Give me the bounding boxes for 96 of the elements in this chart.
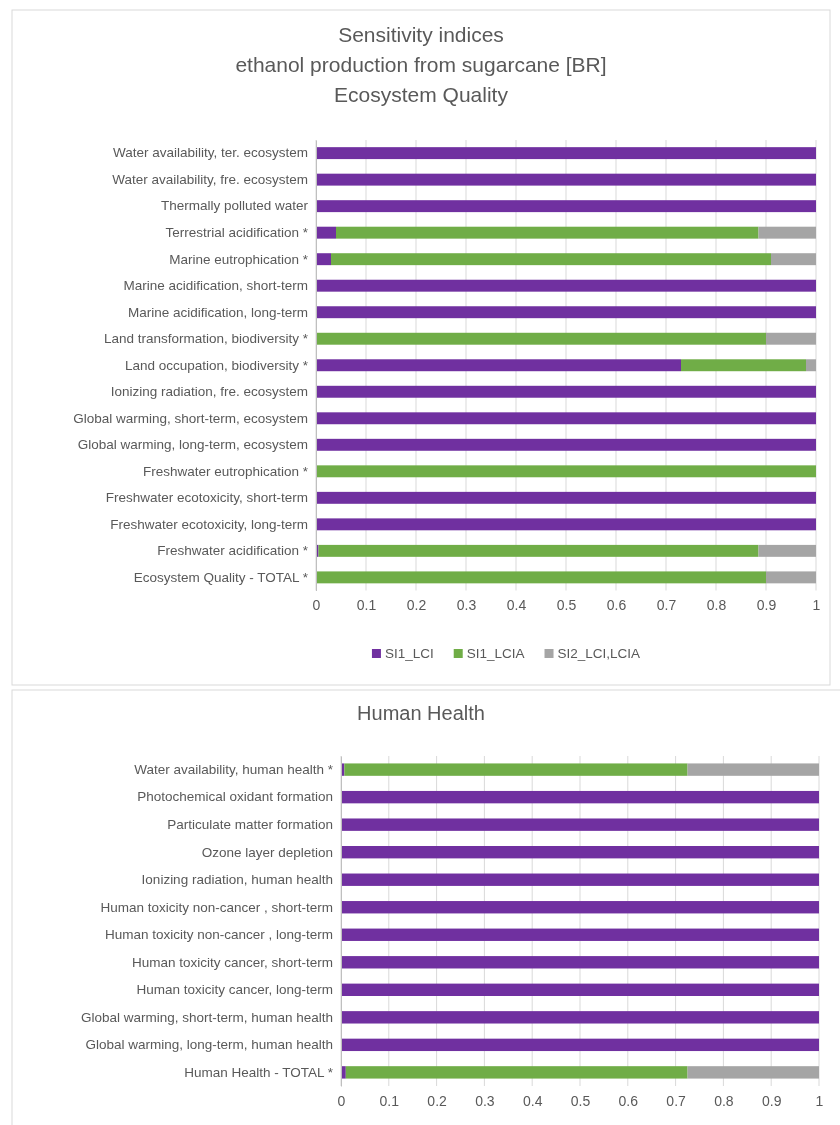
- y-tick-label: Land transformation, biodiversity *: [103, 331, 309, 347]
- y-tick-label: Marine acidification, short-term: [123, 278, 308, 294]
- bar: [341, 956, 819, 969]
- bar: [341, 1038, 819, 1052]
- x-tick-label: 0.4: [522, 1092, 543, 1109]
- y-tick-label: Human toxicity cancer, short-term: [131, 954, 333, 970]
- x-tick-label: 0.5: [556, 597, 577, 614]
- x-tick-label: 0.6: [606, 597, 627, 614]
- bar: [336, 226, 759, 239]
- y-tick-label: Marine eutrophication *: [169, 251, 309, 267]
- x-tick-label: 0.1: [356, 597, 377, 614]
- bar: [316, 147, 816, 160]
- bar: [331, 253, 771, 266]
- bar: [758, 544, 816, 557]
- bar: [341, 901, 819, 914]
- y-tick-label: Terrestrial acidification *: [165, 224, 309, 240]
- y-tick-label: Human toxicity non-cancer , short-term: [100, 899, 333, 915]
- x-tick-label: 0.6: [618, 1092, 639, 1109]
- y-tick-label: Global warming, short-term, human health: [80, 1009, 333, 1025]
- x-tick-label: 0.8: [706, 597, 727, 614]
- y-tick-label: Water availability, fre. ecosystem: [112, 171, 308, 187]
- y-tick-label: Freshwater ecotoxicity, long-term: [110, 516, 308, 532]
- bar: [766, 332, 816, 345]
- bar: [341, 790, 819, 804]
- y-tick-label: Ecosystem Quality - TOTAL *: [133, 569, 309, 585]
- bar: [316, 491, 816, 504]
- chart-title: Sensitivity indices ethanol production from sugarcane [BR] Ecosystem Quality: [235, 23, 607, 106]
- legend-label: SI1_LCI: [384, 646, 434, 661]
- bar: [758, 226, 816, 239]
- bar: [316, 226, 336, 239]
- bar: [344, 763, 688, 776]
- y-tick-label: Freshwater ecotoxicity, short-term: [105, 490, 308, 506]
- x-tick-label: 0.7: [656, 597, 677, 614]
- y-tick-label: Global warming, long-term, ecosystem: [77, 437, 308, 453]
- bar: [316, 438, 816, 451]
- bar: [341, 928, 819, 941]
- y-tick-label: Water availability, ter. ecosystem: [112, 145, 308, 161]
- bar: [766, 571, 816, 584]
- bar: [316, 200, 816, 213]
- y-tick-label: Ionizing radiation, human health: [141, 872, 333, 888]
- x-tick-label: 0.7: [666, 1092, 687, 1109]
- bar: [316, 571, 766, 584]
- x-tick-label: 0.1: [379, 1092, 400, 1109]
- bar: [316, 465, 816, 478]
- x-tick-label: 0: [312, 597, 321, 614]
- y-tick-label: Freshwater acidification *: [157, 543, 309, 559]
- bar: [341, 846, 819, 859]
- y-tick-label: Global warming, long-term, human health: [85, 1037, 333, 1053]
- x-tick-label: 0: [337, 1092, 346, 1109]
- y-tick-label: Ionizing radiation, fre. ecosystem: [110, 384, 308, 400]
- y-tick-label: Marine acidification, long-term: [127, 304, 308, 320]
- bar: [771, 253, 816, 266]
- bar: [316, 306, 816, 319]
- y-tick-label: Human toxicity cancer, long-term: [136, 982, 333, 998]
- x-tick-label: 0.3: [456, 597, 477, 614]
- bar: [341, 983, 819, 996]
- bar: [318, 544, 759, 557]
- y-tick-label: Particulate matter formation: [167, 816, 333, 832]
- y-tick-label: Ozone layer depletion: [201, 844, 333, 860]
- bar: [687, 763, 819, 776]
- bar: [316, 385, 816, 398]
- x-tick-label: 0.4: [506, 597, 527, 614]
- y-tick-label: Land occupation, biodiversity *: [124, 357, 309, 373]
- bar: [687, 1066, 819, 1079]
- bar: [341, 818, 819, 831]
- y-tick-label: Water availability, human health *: [134, 761, 334, 777]
- x-tick-label: 0.9: [761, 1092, 782, 1109]
- bar: [341, 1011, 819, 1024]
- x-tick-label: 0.2: [406, 597, 427, 614]
- bar: [316, 518, 816, 531]
- x-tick-label: 0.5: [570, 1092, 591, 1109]
- x-tick-label: 0.9: [756, 597, 777, 614]
- bar: [316, 332, 766, 345]
- bar: [316, 279, 816, 292]
- y-tick-label: Freshwater eutrophication *: [142, 463, 309, 479]
- y-tick-label: Human Health - TOTAL *: [184, 1064, 334, 1080]
- bar: [316, 412, 816, 425]
- bar: [316, 173, 816, 186]
- y-tick-label: Photochemical oxidant formation: [137, 789, 333, 805]
- bar: [681, 359, 806, 372]
- legend-label: SI1_LCIA: [466, 646, 525, 661]
- x-tick-label: 1: [815, 1092, 824, 1109]
- bar: [806, 359, 816, 372]
- bar: [345, 1066, 688, 1079]
- y-tick-label: Human toxicity non-cancer , long-term: [104, 927, 333, 943]
- legend-label: SI2_LCI,LCIA: [557, 646, 641, 661]
- x-tick-label: 0.2: [427, 1092, 448, 1109]
- bar: [316, 359, 681, 372]
- y-tick-label: Global warming, short-term, ecosystem: [73, 410, 308, 426]
- bar: [341, 873, 819, 886]
- chart-title: Human Health: [357, 702, 485, 724]
- x-tick-label: 1: [812, 597, 821, 614]
- bar: [316, 253, 331, 266]
- x-tick-label: 0.8: [714, 1092, 734, 1109]
- x-tick-label: 0.3: [475, 1092, 495, 1109]
- y-tick-label: Thermally polluted water: [160, 198, 309, 214]
